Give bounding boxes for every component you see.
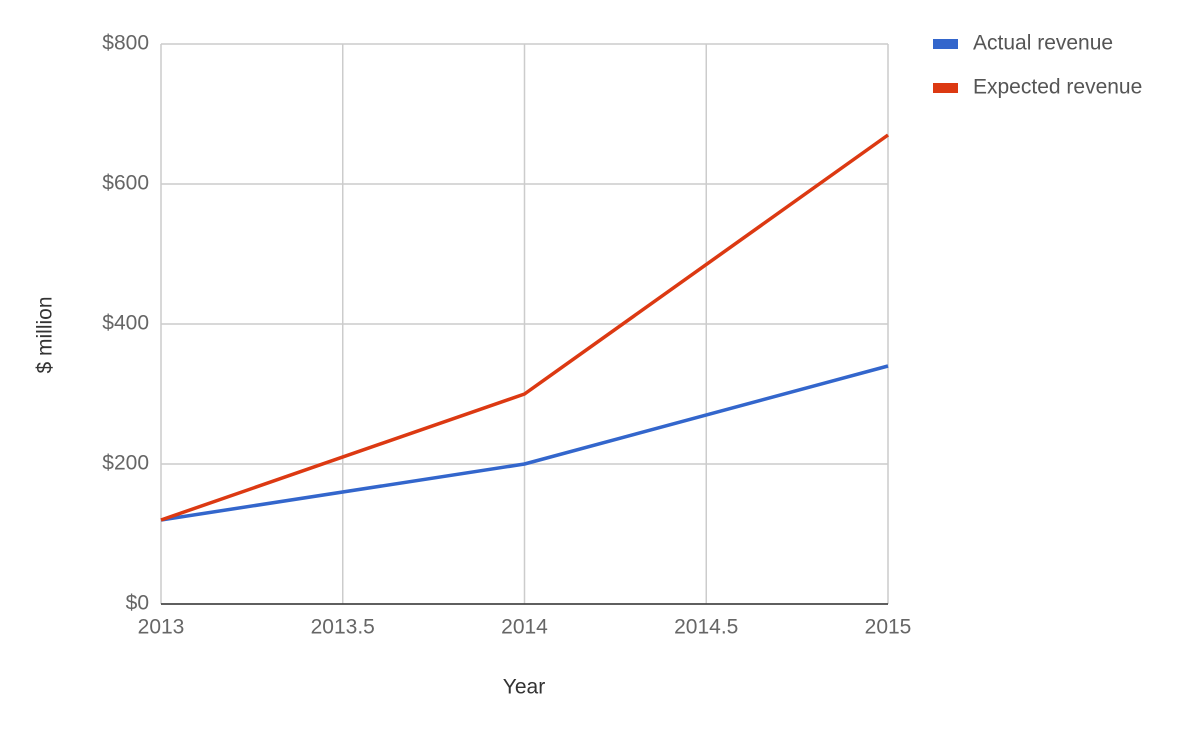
x-tick-label: 2014.5 (674, 616, 738, 639)
x-tick-label: 2014 (501, 616, 548, 639)
y-tick-label: $200 (102, 452, 149, 475)
x-tick-label: 2013.5 (311, 616, 375, 639)
legend-swatch (933, 39, 958, 49)
legend-label: Actual revenue (973, 32, 1113, 55)
y-tick-label: $600 (102, 172, 149, 195)
legend-label: Expected revenue (973, 76, 1142, 99)
series-line (160, 133, 890, 522)
y-tick-label: $400 (102, 312, 149, 335)
y-tick-label: $0 (126, 592, 149, 615)
legend-swatch (933, 83, 958, 93)
series-line (160, 364, 889, 522)
x-axis-label: Year (503, 676, 545, 699)
y-tick-label: $800 (102, 32, 149, 55)
x-tick-label: 2013 (138, 616, 185, 639)
y-axis-label: $ million (34, 296, 57, 373)
x-tick-label: 2015 (865, 616, 912, 639)
